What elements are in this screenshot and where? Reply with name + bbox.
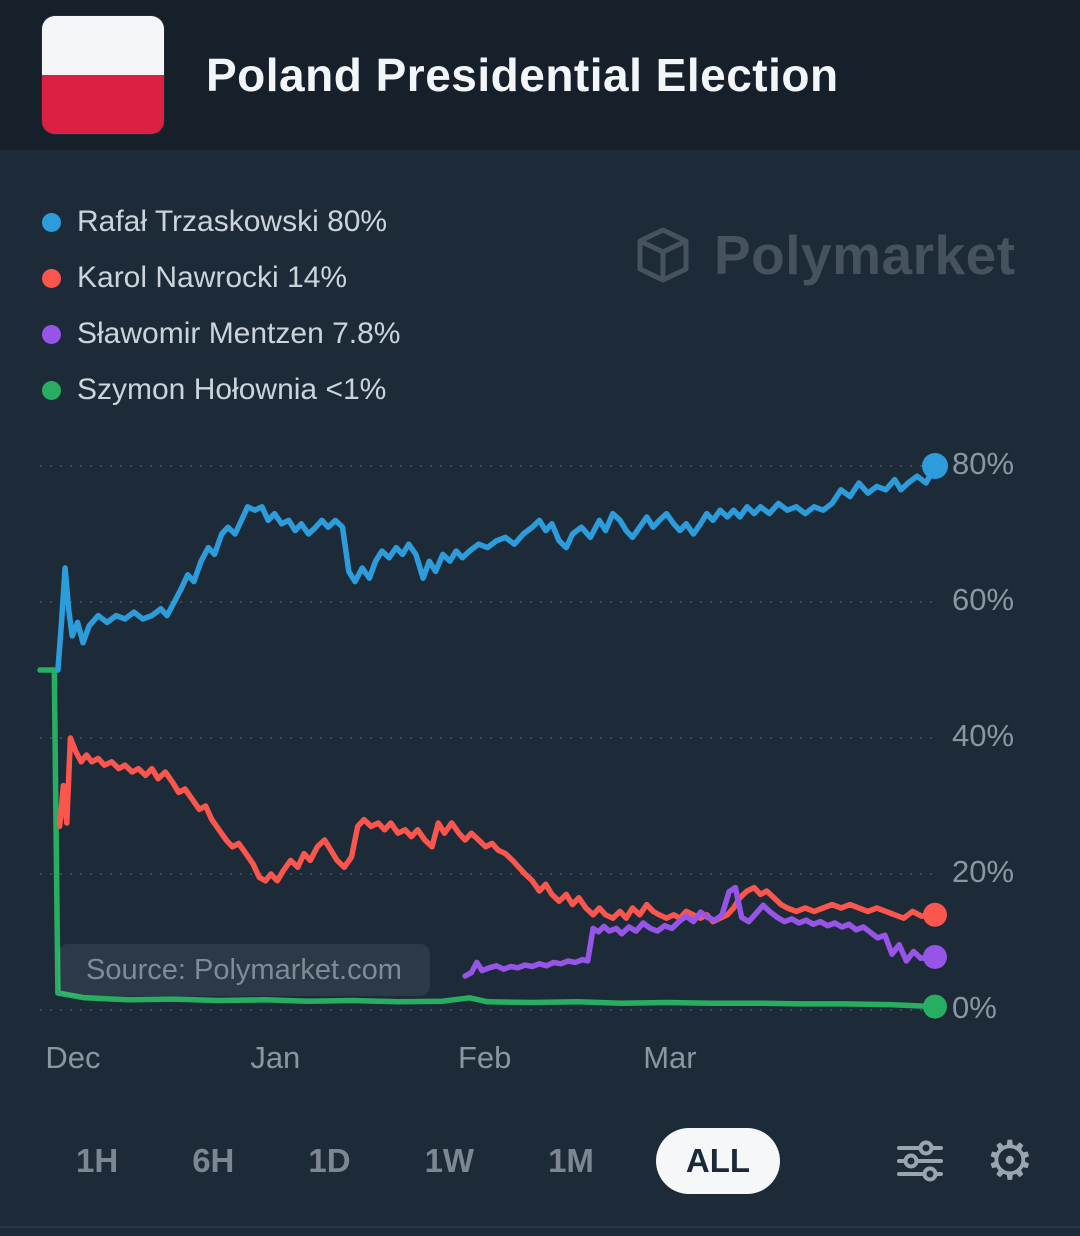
poland-flag <box>42 16 164 134</box>
filter-sliders-button[interactable] <box>894 1135 946 1187</box>
legend-label: Szymon Hołownia <1% <box>77 373 387 406</box>
y-axis-tick: 80% <box>952 446 1015 481</box>
range-button-1w[interactable]: 1W <box>413 1128 487 1194</box>
polymarket-watermark: Polymarket <box>630 222 1016 288</box>
settings-button[interactable]: ⚙ <box>986 1134 1034 1188</box>
series-dot-red-icon <box>42 268 61 288</box>
watermark-text: Polymarket <box>714 224 1016 286</box>
poland-flag-bottom <box>42 75 164 134</box>
legend-item-trzaskowski: Rafał Trzaskowski 80% <box>42 205 400 239</box>
series-dot-purple-icon <box>42 324 61 344</box>
x-axis-label: Dec <box>45 1040 101 1075</box>
filter-sliders-icon <box>896 1140 943 1182</box>
poland-flag-top <box>42 16 164 75</box>
x-axis-label: Mar <box>643 1040 697 1075</box>
range-button-1d[interactable]: 1D <box>296 1128 362 1194</box>
page-title: Poland Presidential Election <box>206 49 839 101</box>
y-axis-tick: 60% <box>952 582 1015 617</box>
source-attribution-badge: Source: Polymarket.com <box>58 944 430 996</box>
bottom-divider <box>0 1226 1080 1228</box>
legend-label: Karol Nawrocki 14% <box>77 261 348 294</box>
range-button-1h[interactable]: 1H <box>64 1128 130 1194</box>
y-axis-tick: 0% <box>952 990 997 1025</box>
legend-label: Sławomir Mentzen 7.8% <box>77 317 401 350</box>
time-range-toolbar: 1H 6H 1D 1W 1M ALL ⚙ <box>64 1126 1034 1196</box>
y-axis-tick: 40% <box>952 718 1015 753</box>
legend-item-nawrocki: Karol Nawrocki 14% <box>42 261 400 295</box>
x-axis-label: Jan <box>250 1040 301 1075</box>
range-button-1m[interactable]: 1M <box>536 1128 606 1194</box>
range-button-all[interactable]: ALL <box>655 1128 781 1194</box>
legend-item-mentzen: Sławomir Mentzen 7.8% <box>42 317 400 351</box>
range-button-6h[interactable]: 6H <box>180 1128 246 1194</box>
settings-gear-icon: ⚙ <box>985 1129 1034 1192</box>
polymarket-logo-icon <box>637 227 689 283</box>
header: Poland Presidential Election <box>0 0 1080 150</box>
x-axis-label: Feb <box>457 1040 512 1075</box>
legend-label: Rafał Trzaskowski 80% <box>77 205 388 238</box>
y-axis-tick: 20% <box>952 854 1015 889</box>
series-dot-blue-icon <box>42 212 61 232</box>
legend: Rafał Trzaskowski 80% Karol Nawrocki 14%… <box>42 205 400 407</box>
series-dot-green-icon <box>42 380 61 400</box>
legend-item-holownia: Szymon Hołownia <1% <box>42 373 400 407</box>
source-text: Source: Polymarket.com <box>86 953 402 986</box>
